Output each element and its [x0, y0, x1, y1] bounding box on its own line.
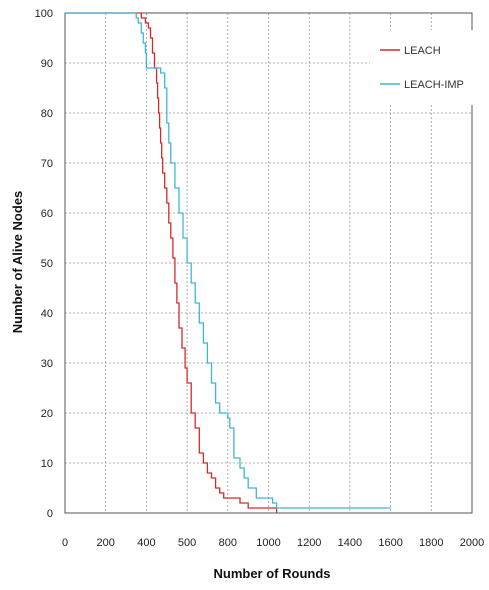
y-tick-label: 60: [41, 208, 53, 220]
x-tick-label: 1400: [338, 537, 362, 549]
plot-area-frame: [64, 12, 473, 514]
legend-label-leach-imp: LEACH-IMP: [404, 79, 464, 91]
x-tick-label: 2000: [460, 537, 484, 549]
plot-border: [64, 12, 473, 514]
y-tick-label: 80: [41, 108, 53, 120]
series-layer: [65, 12, 391, 513]
x-tick-label: 0: [62, 537, 68, 549]
y-tick-label: 20: [41, 408, 53, 420]
series-line-leach: [65, 12, 278, 513]
x-axis-title: Number of Rounds: [214, 566, 331, 581]
y-tick-labels: 0 10 20 30 40 50 60 70 80 90 100: [35, 8, 53, 520]
x-tick-label: 1600: [378, 537, 402, 549]
x-tick-label: 1200: [297, 537, 321, 549]
y-axis-title: Number of Alive Nodes: [10, 191, 25, 334]
y-tick-label: 10: [41, 458, 53, 470]
x-tick-label: 800: [219, 537, 237, 549]
y-tick-label: 40: [41, 308, 53, 320]
x-tick-label: 500: [178, 537, 196, 549]
y-tick-label: 0: [47, 508, 53, 520]
legend: LEACH LEACH-IMP: [370, 30, 480, 105]
y-tick-label: 90: [41, 58, 53, 70]
y-tick-label: 30: [41, 358, 53, 370]
legend-box: [370, 30, 480, 105]
series-line-leach-imp: [65, 12, 391, 509]
y-tick-label: 50: [41, 258, 53, 270]
legend-label-leach: LEACH: [404, 45, 441, 57]
x-tick-labels: 0 200 400 500 800 1000 1200 1400 1600 1800 2000: [62, 537, 484, 549]
x-tick-label: 200: [97, 537, 115, 549]
y-tick-label: 70: [41, 158, 53, 170]
x-tick-label: 1800: [419, 537, 443, 549]
x-tick-label: 1000: [256, 537, 280, 549]
x-tick-label: 400: [137, 537, 155, 549]
y-tick-label: 100: [35, 8, 53, 20]
